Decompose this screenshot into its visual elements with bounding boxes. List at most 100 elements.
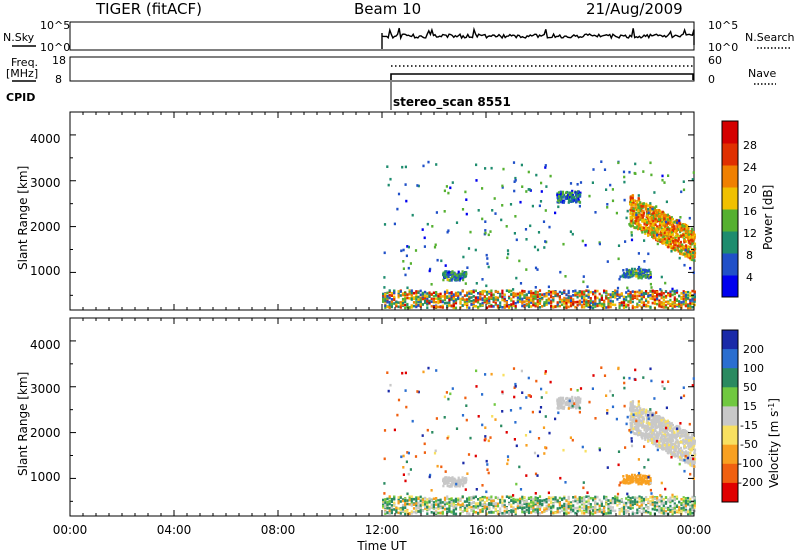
power-echo-cell [591,181,594,184]
velocity-echo-cell [642,509,645,513]
velocity-echo-cell [683,433,686,437]
power-echo-cell [643,222,646,226]
power-echo-cell [514,176,517,180]
power-echo-cell [641,272,644,276]
power-echo-cell [544,209,547,212]
power-echo-cell [635,275,638,278]
power-echo-cell [390,305,393,309]
velocity-echo-cell [401,506,405,509]
power-echo-cell [393,222,396,226]
velocity-echo-cell [676,439,679,442]
power-echo-cell [636,227,640,231]
velocity-echo-cell [554,511,557,515]
power-echo-cell [675,303,679,307]
power-echo-cell [667,174,670,177]
velocity-echo-cell [622,501,626,505]
power-echo-cell [536,268,539,271]
velocity-echo-cell [558,510,561,514]
power-echo-cell [606,206,609,209]
velocity-echo-cell [672,429,675,432]
velocity-echo-cell [536,497,539,500]
power-echo-cell [565,191,568,194]
velocity-echo-cell [419,506,422,510]
power-echo-cell [510,299,513,302]
power-echo-cell [664,306,668,309]
power-echo-cell [644,207,648,211]
power-echo-cell [451,181,454,184]
power-echo-cell [447,191,450,195]
power-echo-cell [399,302,402,305]
power-echo-cell [463,300,466,304]
power-echo-cell [505,289,508,292]
power-echo-cell [678,302,681,306]
power-echo-cell [669,221,672,224]
power-echo-cell [387,183,390,187]
power-echo-cell [512,304,515,307]
power-echo-cell [410,298,413,301]
velocity-echo-cell [673,498,676,502]
power-echo-cell [605,289,608,293]
power-echo-cell [496,298,500,302]
velocity-echo-cell [635,479,638,482]
power-echo-cell [464,275,467,278]
velocity-echo-cell [659,427,662,430]
power-echo-cell [607,293,610,296]
power-echo-cell [643,230,646,234]
power-echo-cell [637,215,640,219]
power-echo-cell [481,217,484,221]
power-echo-cell [666,222,669,225]
power-echo-cell [642,291,645,295]
velocity-echo-cell [642,501,645,505]
power-echo-cell [485,300,489,303]
velocity-echo-cell [459,503,462,507]
power-echo-cell [559,190,562,194]
power-echo-cell [622,269,625,272]
power-cbar-label: Power [dB] [761,185,775,250]
velocity-echo-cell [576,501,579,505]
power-echo-cell [477,292,480,295]
power-echo-cell [681,224,684,228]
power-echo-cell [437,301,440,305]
power-echo-cell [527,296,531,300]
nsky-panel: N.Sky 10^5 10^0 10^5 10^0 N.Search [3,19,795,54]
velocity-echo-cell [598,504,601,508]
velocity-echo-cell [449,483,452,486]
power-echo-cell [565,306,568,310]
power-echo-cell [583,306,586,309]
power-echo-cell [617,161,620,165]
power-echo-cell [450,291,453,295]
power-echo-cell [488,305,491,308]
power-echo-cell [468,295,471,299]
power-echo-cell [631,300,634,304]
velocity-echo-cell [454,500,458,503]
velocity-echo-cell [633,498,637,502]
velocity-echo-cell [519,500,522,504]
velocity-echo-cell [638,510,641,513]
velocity-echo-cell [580,501,584,505]
power-echo-cell [647,294,650,298]
velocity-echo-cell [660,495,663,499]
power-echo-cell [439,300,442,304]
power-echo-cell [649,297,652,300]
velocity-echo-cell [678,511,681,514]
velocity-echo-cell [459,498,462,501]
power-echo-cell [605,306,608,309]
power-echo-cell [532,300,535,304]
velocity-echo-cell [687,502,690,506]
velocity-echo-cell [649,477,652,480]
power-echo-cell [510,293,513,296]
power-echo-cell [538,306,542,309]
velocity-echo-cell [514,511,517,514]
velocity-echo-cell [488,505,491,509]
velocity-echo-cell [490,497,493,500]
power-echo-cell [625,291,628,294]
velocity-echo-cell [667,498,670,501]
power-echo-cell [406,286,409,290]
power-echo-cell [669,235,672,239]
power-echo-cell [684,291,687,294]
velocity-echo-cell [645,496,648,499]
power-echo-cell [666,213,669,217]
power-echo-cell [582,275,585,278]
velocity-echo-cell [629,498,632,502]
velocity-echo-cell [503,505,506,509]
